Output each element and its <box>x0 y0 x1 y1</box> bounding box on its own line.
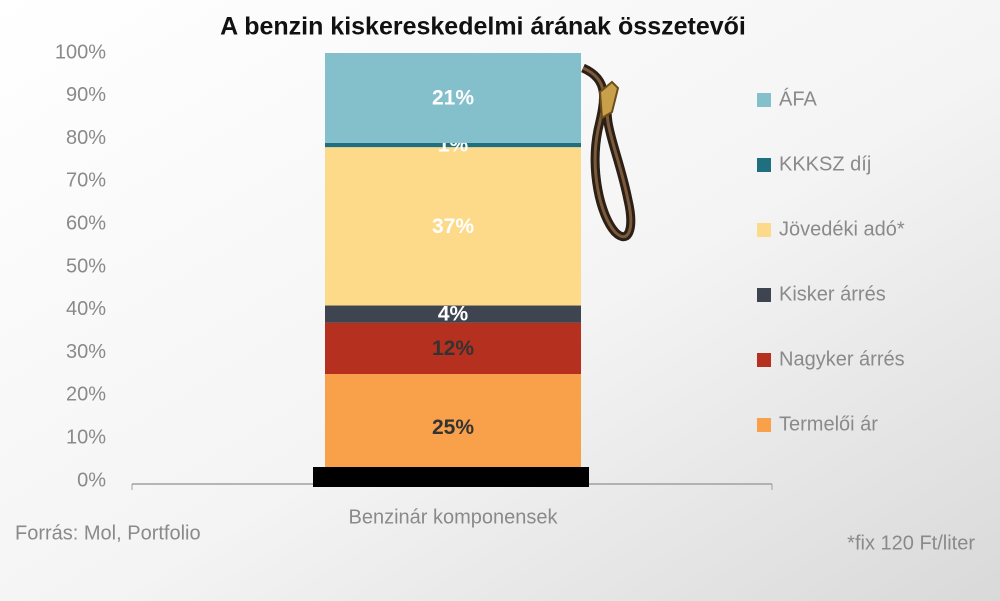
legend-label: Kisker árrés <box>779 283 886 305</box>
source-note: Forrás: Mol, Portfolio <box>15 522 201 544</box>
bar-segment <box>325 322 581 374</box>
x-tick-label: Benzinár komponensek <box>348 506 558 528</box>
value-label: 21% <box>432 86 474 109</box>
value-label: 12% <box>432 337 474 360</box>
y-tick-label: 60% <box>66 212 106 234</box>
y-tick-label: 100% <box>55 41 106 63</box>
legend-swatch <box>757 223 771 237</box>
bar-segment <box>325 147 581 306</box>
legend-swatch <box>757 418 771 432</box>
y-tick-label: 40% <box>66 298 106 320</box>
bar-segment <box>325 53 581 143</box>
y-tick-label: 30% <box>66 341 106 363</box>
legend-label: KKKSZ díj <box>779 153 871 175</box>
bar-segment <box>325 142 581 148</box>
y-tick-label: 20% <box>66 384 106 406</box>
y-tick-label: 70% <box>66 170 106 192</box>
footnote: *fix 120 Ft/liter <box>847 532 975 554</box>
value-label: 4% <box>438 303 469 326</box>
y-tick-label: 80% <box>66 127 106 149</box>
y-tick-label: 50% <box>66 255 106 277</box>
pump-base <box>313 467 589 487</box>
y-tick-label: 90% <box>66 84 106 106</box>
chart-title: A benzin kiskereskedelmi árának összetev… <box>220 13 746 41</box>
legend-label: Nagyker árrés <box>779 348 905 370</box>
bar-segment <box>325 374 581 481</box>
pump-nozzle <box>598 80 620 120</box>
legend-swatch <box>757 93 771 107</box>
value-label: 25% <box>432 416 474 439</box>
legend-swatch <box>757 288 771 302</box>
bar-segment <box>325 305 581 323</box>
value-label: 37% <box>432 215 474 238</box>
y-tick-label: 0% <box>77 469 106 491</box>
legend-label: Jövedéki adó* <box>779 218 905 240</box>
y-tick-label: 10% <box>66 426 106 448</box>
legend-label: ÁFA <box>779 87 817 110</box>
legend-swatch <box>757 353 771 367</box>
legend-swatch <box>757 158 771 172</box>
legend-label: Termelői ár <box>779 413 878 435</box>
